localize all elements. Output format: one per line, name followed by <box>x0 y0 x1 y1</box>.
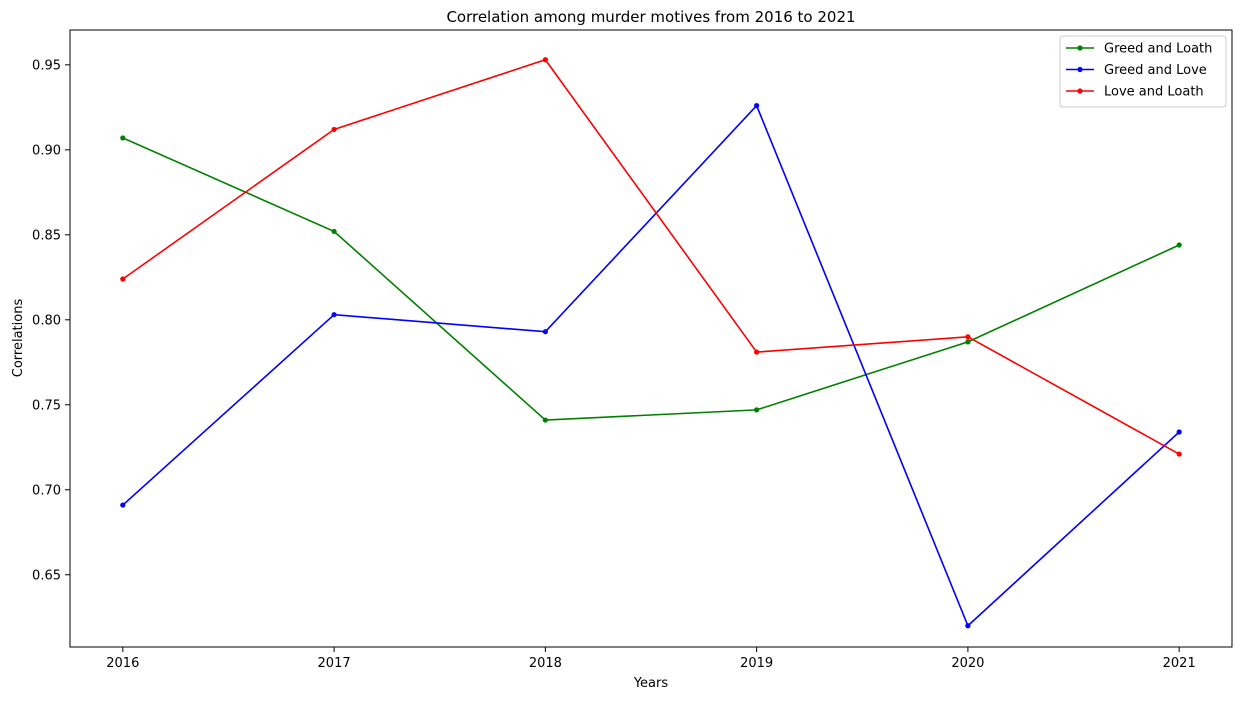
y-axis-ticks: 0.65 0.70 0.75 0.80 0.85 0.90 0.95 <box>32 58 70 583</box>
legend-label: Greed and Loath <box>1104 42 1212 57</box>
series-group <box>120 103 1182 629</box>
x-axis-ticks: 2016 2017 2018 2019 2020 2021 <box>106 647 1196 671</box>
series-line <box>122 104 1180 628</box>
series-group <box>120 57 1182 457</box>
y-tick-label: 0.80 <box>32 313 61 328</box>
data-point <box>120 276 126 282</box>
data-point <box>754 349 760 355</box>
x-axis-title: Years <box>633 676 669 691</box>
legend-marker <box>1077 45 1083 51</box>
y-tick-label: 0.65 <box>32 568 61 583</box>
legend-box <box>1059 35 1227 108</box>
data-point <box>754 407 760 413</box>
legend-marker <box>1077 88 1083 94</box>
data-point <box>331 228 337 235</box>
x-tick-label: 2018 <box>529 656 562 671</box>
data-point <box>120 502 126 508</box>
data-point <box>542 417 548 423</box>
legend-entry: Greed and Loath <box>1066 42 1212 57</box>
data-point <box>1176 451 1182 457</box>
y-tick-label: 0.85 <box>32 228 61 243</box>
series-line <box>122 137 1180 421</box>
legend-label: Greed and Love <box>1104 63 1207 78</box>
data-point <box>331 126 337 133</box>
legend-label: Love and Loath <box>1104 85 1204 100</box>
chart-title: Correlation among murder motives from 20… <box>446 8 855 26</box>
series-group <box>120 135 1182 423</box>
y-tick-label: 0.90 <box>32 143 61 158</box>
legend: Greed and Loath Greed and Love Love and Lo… <box>1059 35 1227 108</box>
legend-marker <box>1077 66 1083 73</box>
legend-entry: Love and Loath <box>1066 85 1204 100</box>
series-layer <box>120 57 1182 629</box>
legend-entry: Greed and Love <box>1066 63 1207 78</box>
data-point <box>542 57 548 63</box>
data-point <box>542 329 548 335</box>
series-line <box>122 58 1180 455</box>
data-point <box>1176 429 1182 435</box>
y-tick-label: 0.70 <box>32 483 61 498</box>
data-point <box>331 312 337 318</box>
data-point <box>965 623 971 629</box>
x-tick-label: 2017 <box>318 656 351 671</box>
x-tick-label: 2019 <box>740 656 773 671</box>
x-tick-label: 2020 <box>951 656 984 671</box>
y-tick-label: 0.75 <box>32 398 61 413</box>
data-point <box>965 334 971 340</box>
y-tick-label: 0.95 <box>32 58 61 73</box>
data-point <box>965 339 971 345</box>
x-tick-label: 2021 <box>1163 656 1196 671</box>
plot-area-frame <box>69 29 1233 648</box>
data-point <box>754 103 760 109</box>
data-point <box>120 135 126 141</box>
y-axis-title: Correlations <box>11 299 26 378</box>
x-tick-label: 2016 <box>106 656 139 671</box>
data-point <box>1176 242 1182 248</box>
